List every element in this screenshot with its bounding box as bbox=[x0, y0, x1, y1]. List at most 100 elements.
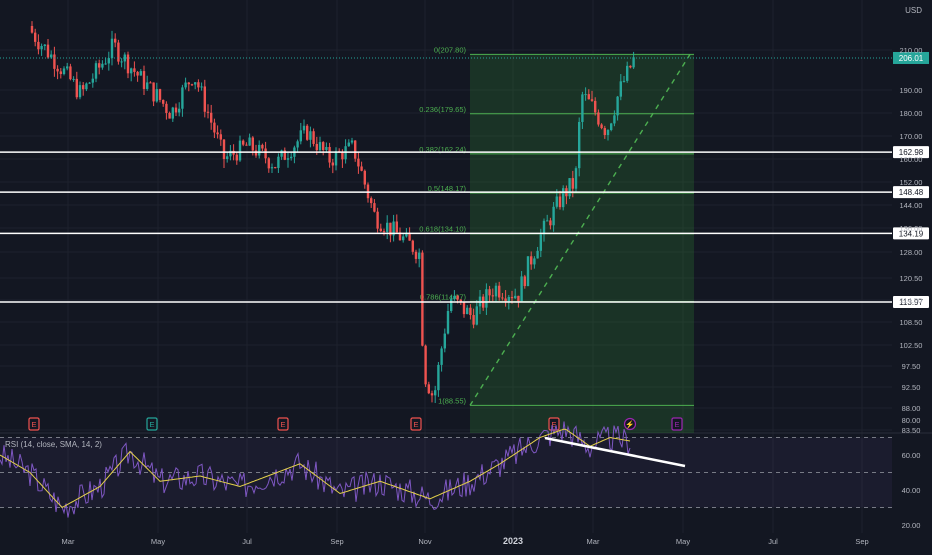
price-axis-tick: 210.00 bbox=[900, 46, 923, 55]
candle-body bbox=[373, 203, 376, 212]
candle-body bbox=[622, 80, 626, 82]
candle-body bbox=[75, 78, 78, 98]
rsi-pane: 80.00 60.00 40.00 20.00 bbox=[0, 416, 920, 530]
candle-body bbox=[539, 234, 542, 251]
candle-body bbox=[91, 78, 94, 83]
candle-body bbox=[123, 54, 126, 62]
candle-body bbox=[459, 299, 462, 302]
candle-body bbox=[334, 151, 338, 166]
candle-body bbox=[606, 130, 610, 136]
candle-body bbox=[392, 221, 395, 236]
price-axis-tick: 97.50 bbox=[902, 362, 921, 371]
candle-body bbox=[584, 94, 587, 96]
time-axis-tick: Sep bbox=[855, 537, 868, 546]
candle-body bbox=[114, 38, 117, 43]
candle-body bbox=[46, 44, 50, 58]
level-price-label: 113.97 bbox=[899, 298, 923, 307]
candle-body bbox=[258, 144, 261, 156]
candle-body bbox=[430, 393, 434, 396]
candle-body bbox=[616, 96, 619, 116]
candle-body bbox=[517, 295, 520, 302]
candle-body bbox=[405, 232, 408, 237]
time-axis-tick: May bbox=[676, 537, 690, 546]
candle-body bbox=[462, 301, 466, 315]
time-axis-tick: Jul bbox=[242, 537, 252, 546]
candle-body bbox=[210, 112, 213, 123]
price-axis-tick: 144.00 bbox=[900, 201, 923, 210]
earnings-marker-icon bbox=[671, 417, 683, 431]
candle-body bbox=[261, 144, 264, 149]
candle-body bbox=[203, 86, 206, 112]
price-axis-tick: 170.00 bbox=[900, 132, 923, 141]
candle-body bbox=[264, 148, 267, 159]
candle-body bbox=[542, 220, 546, 235]
rsi-band bbox=[0, 437, 892, 508]
candle-body bbox=[594, 100, 597, 113]
candle-body bbox=[94, 63, 98, 79]
candle-body bbox=[270, 167, 274, 169]
candle-body bbox=[226, 156, 229, 159]
candle-body bbox=[315, 143, 318, 151]
candle-body bbox=[325, 146, 328, 150]
candle-body bbox=[110, 38, 114, 59]
candle-body bbox=[181, 87, 184, 109]
candle-body bbox=[590, 99, 594, 101]
candle-body bbox=[402, 236, 405, 241]
candle-body bbox=[574, 168, 578, 189]
candle-body bbox=[370, 198, 373, 204]
candle-body bbox=[158, 89, 162, 100]
candle-body bbox=[302, 125, 306, 131]
time-axis-tick: Mar bbox=[62, 537, 75, 546]
candle-body bbox=[504, 298, 507, 302]
candle-body bbox=[104, 63, 107, 65]
rsi-indicator-label[interactable]: RSI (14, close, SMA, 14, 2) bbox=[5, 440, 102, 449]
earnings-marker-icon bbox=[28, 417, 40, 431]
price-axis-tick: 92.50 bbox=[902, 383, 921, 392]
candle-body bbox=[421, 252, 424, 346]
candle-body bbox=[475, 306, 478, 325]
candle-body bbox=[443, 333, 446, 349]
last-price-label: 206.01 bbox=[899, 54, 924, 63]
candle-body bbox=[530, 256, 533, 265]
candle-body bbox=[88, 82, 91, 84]
candle-body bbox=[162, 99, 165, 104]
candle-body bbox=[107, 58, 110, 64]
candle-body bbox=[331, 162, 334, 166]
level-price-label: 134.19 bbox=[899, 229, 924, 238]
candle-body bbox=[411, 240, 414, 252]
candle-body bbox=[149, 82, 152, 84]
earnings-marker-icon bbox=[146, 417, 158, 431]
last-price-badge bbox=[893, 51, 929, 64]
candle-body bbox=[552, 206, 555, 226]
candle-body bbox=[472, 315, 475, 325]
candle-body bbox=[200, 86, 203, 88]
candle-body bbox=[155, 89, 158, 102]
candle-body bbox=[30, 26, 34, 33]
candle-body bbox=[306, 125, 309, 140]
candle-body bbox=[523, 276, 526, 287]
candle-body bbox=[453, 295, 456, 300]
candle-body bbox=[562, 188, 565, 208]
candle-body bbox=[510, 297, 514, 299]
candle-body bbox=[280, 150, 283, 157]
candle-body bbox=[600, 124, 603, 129]
candle-body bbox=[213, 122, 216, 133]
candle-body bbox=[347, 142, 350, 147]
candle-body bbox=[187, 82, 190, 85]
time-axis-tick: Nov bbox=[418, 537, 432, 546]
candle-body bbox=[190, 84, 194, 86]
candle-body bbox=[62, 68, 66, 75]
candle-body bbox=[283, 150, 286, 160]
candle-body bbox=[133, 68, 136, 72]
earnings-marker-label: E bbox=[551, 420, 556, 429]
candle-body bbox=[587, 94, 590, 100]
earnings-marker-icon bbox=[410, 417, 422, 431]
fib-level-label: 0.236(179.65) bbox=[419, 105, 466, 114]
candle-body bbox=[274, 167, 277, 169]
candle-body bbox=[299, 130, 302, 142]
candle-body bbox=[174, 107, 178, 113]
candle-body bbox=[549, 220, 552, 226]
time-axis-tick: Jul bbox=[768, 537, 778, 546]
